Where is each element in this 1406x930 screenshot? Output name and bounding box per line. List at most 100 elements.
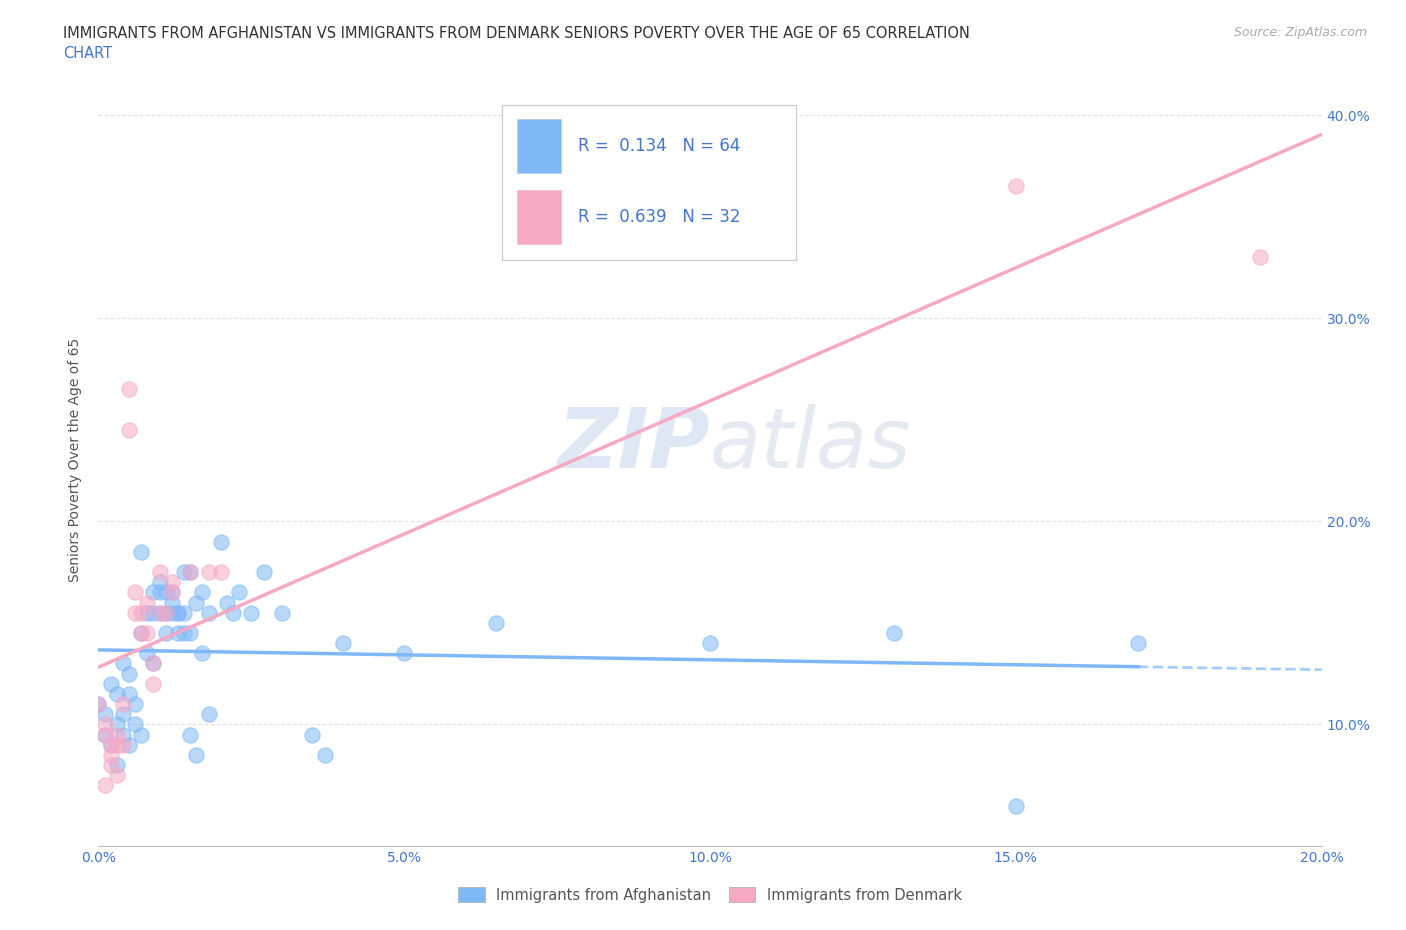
Legend: Immigrants from Afghanistan, Immigrants from Denmark: Immigrants from Afghanistan, Immigrants … [453,882,967,909]
Point [160,585,183,600]
Text: ZIP: ZIP [557,405,710,485]
Point [160,605,183,620]
Point [105,768,128,783]
Point [160,575,183,590]
Text: Source: ZipAtlas.com: Source: ZipAtlas.com [1233,26,1367,39]
Point [93,717,115,732]
Text: atlas: atlas [710,405,911,485]
Point [129,605,152,620]
Point [93,707,115,722]
Point [142,605,165,620]
Point [392,646,416,661]
Point [118,686,141,701]
Point [136,605,159,620]
Text: IMMIGRANTS FROM AFGHANISTAN VS IMMIGRANTS FROM DENMARK SENIORS POVERTY OVER THE : IMMIGRANTS FROM AFGHANISTAN VS IMMIGRANT… [63,26,970,41]
Point [173,565,195,579]
Point [142,585,165,600]
Point [100,676,122,691]
Point [142,676,165,691]
Point [118,737,141,752]
Point [215,595,238,610]
Point [173,626,195,641]
Point [136,595,159,610]
Point [136,626,159,641]
Point [124,605,146,620]
Point [87,697,110,711]
Point [118,422,141,437]
Point [179,727,201,742]
Point [149,605,172,620]
Point [149,605,172,620]
Point [93,727,115,742]
Point [314,748,336,763]
Point [111,697,134,711]
Point [699,636,721,651]
Point [179,626,201,641]
Point [129,626,152,641]
Y-axis label: Seniors Poverty Over the Age of 65: Seniors Poverty Over the Age of 65 [69,339,83,582]
Point [93,727,115,742]
Point [173,605,195,620]
Point [149,565,172,579]
Point [142,656,165,671]
Point [118,382,141,397]
Point [1249,250,1271,265]
Point [129,626,152,641]
Point [191,646,214,661]
Text: CHART: CHART [63,46,112,61]
Point [179,565,201,579]
Point [111,737,134,752]
Point [155,605,177,620]
Point [155,605,177,620]
Point [100,758,122,773]
Point [124,585,146,600]
Point [228,585,250,600]
Point [105,686,128,701]
Point [105,727,128,742]
Point [186,748,208,763]
Point [1004,798,1026,813]
Point [197,707,219,722]
Point [111,727,134,742]
Point [93,777,115,792]
Point [136,646,159,661]
Point [167,605,190,620]
Point [1004,179,1026,193]
Point [179,565,201,579]
Point [129,727,152,742]
Point [485,616,508,631]
Point [160,585,183,600]
Point [167,605,190,620]
Point [111,707,134,722]
Point [105,717,128,732]
Point [270,605,292,620]
Point [252,565,274,579]
Point [160,595,183,610]
Point [142,656,165,671]
Point [332,636,354,651]
Point [105,737,128,752]
Point [129,544,152,559]
Point [167,626,190,641]
Point [186,595,208,610]
Point [105,758,128,773]
Point [197,565,219,579]
Point [100,737,122,752]
Point [240,605,263,620]
Point [155,585,177,600]
Point [197,605,219,620]
Point [222,605,245,620]
Point [111,656,134,671]
Point [209,565,232,579]
Point [883,626,905,641]
Point [87,697,110,711]
Point [1128,636,1150,651]
Point [149,575,172,590]
Point [100,748,122,763]
Point [209,534,232,549]
Point [124,697,146,711]
Point [301,727,323,742]
Point [149,585,172,600]
Point [118,666,141,681]
Point [155,626,177,641]
